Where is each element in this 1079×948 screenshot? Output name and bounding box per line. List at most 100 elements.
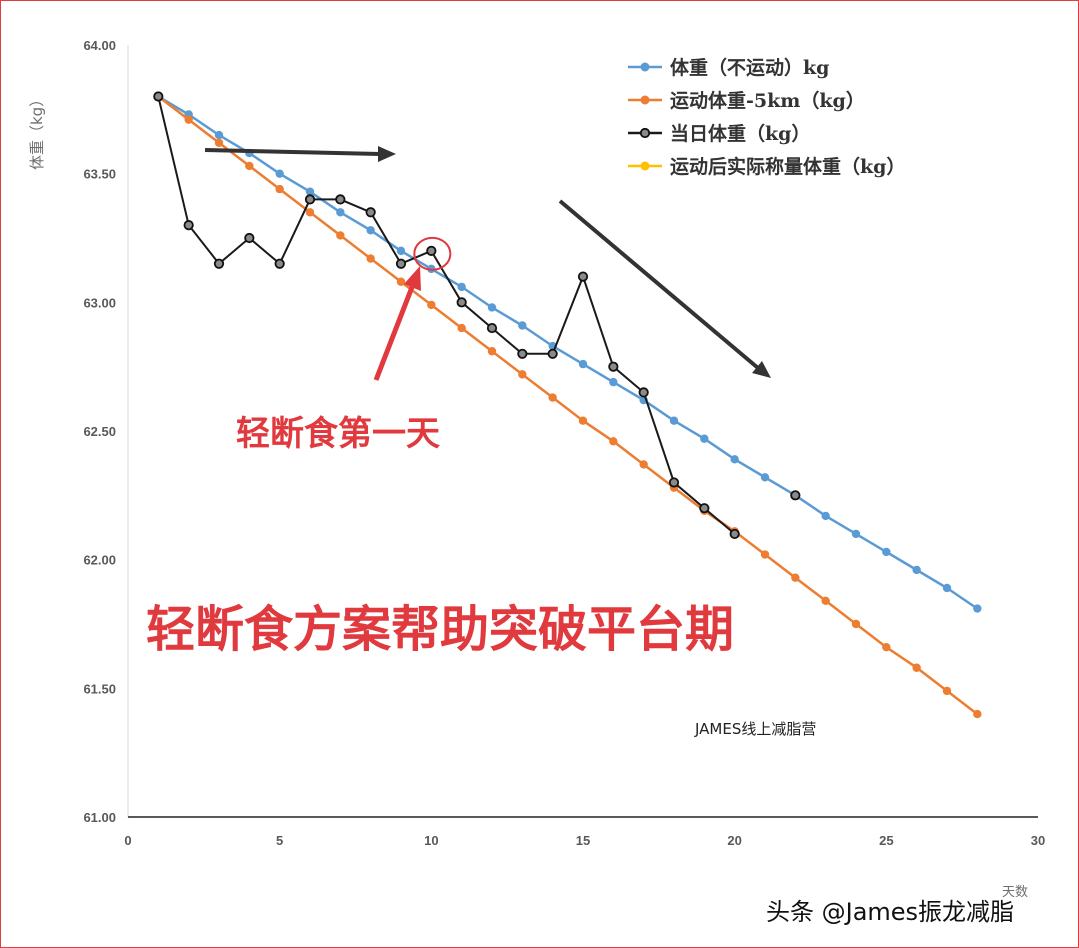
x-tick-label: 25 [879,833,893,848]
first-day-pointer-arrow-head [404,266,421,291]
legend-marker [640,62,650,72]
data-point [183,220,194,231]
data-point [487,347,497,356]
data-point [214,138,224,147]
y-tick-label: 63.50 [83,167,116,182]
series-line [157,95,979,716]
data-point [973,709,982,719]
data-point [668,477,680,488]
data-point [547,348,558,359]
y-tick-label: 62.50 [83,424,116,439]
trend-arrow-down-head [752,361,771,378]
author-credit: 头条 @James振龙减脂 [766,898,1014,926]
data-point [577,271,589,282]
data-point [730,455,739,464]
trend-arrow-flat [204,148,381,156]
data-point [821,596,830,606]
series-line [157,96,736,535]
data-point [760,473,770,482]
data-point [153,91,164,102]
y-tick-label: 61.50 [83,681,116,696]
data-point [609,437,618,446]
y-axis-ticks: 61.00 61.50 62.00 62.50 63.00 63.50 64.00 [83,38,116,825]
data-point [335,194,346,205]
data-point [365,207,376,218]
data-point [548,393,557,402]
data-point [608,361,619,372]
x-tick-label: 10 [424,833,438,848]
legend-label: 运动体重-5km（kg） [670,89,865,112]
y-tick-label: 64.00 [83,38,116,53]
series-1 [154,92,982,613]
data-point [213,258,225,269]
y-tick-label: 62.00 [83,553,116,568]
legend: 体重（不运动）kg 运动体重-5km（kg） 当日体重（kg） 运动后实际称量体重（k… [628,56,905,178]
data-point [882,547,891,557]
data-point [578,416,588,425]
data-point [912,565,921,575]
series-2 [154,92,982,719]
y-tick-label: 63.00 [83,295,116,310]
legend-item: 运动后实际称量体重（kg） [628,155,905,178]
legend-item: 运动体重-5km（kg） [628,89,865,112]
data-point [882,642,891,652]
x-axis-ticks: 0 5 10 15 20 25 30 [124,833,1045,848]
data-point [366,254,375,263]
y-tick-label: 61.00 [83,810,116,825]
x-tick-label: 0 [124,833,131,848]
data-point [699,503,710,514]
series-layer [153,91,982,719]
legend-label: 当日体重（kg） [670,122,810,145]
watermark: JAMES线上减脂营 [694,720,816,738]
x-tick-label: 20 [727,833,741,848]
data-point [760,550,770,559]
legend-item: 当日体重（kg） [628,122,810,145]
legend-item: 体重（不运动）kg [628,56,829,79]
series-line [157,95,979,610]
x-tick-label: 5 [276,833,283,848]
data-point [244,232,255,244]
data-point [851,529,861,539]
data-point [274,258,285,269]
data-point [669,416,679,425]
data-point [336,231,345,240]
first-day-highlight-circle [413,236,452,271]
data-point [609,377,618,387]
data-point [517,348,528,359]
data-point [729,528,740,540]
data-point [275,169,284,178]
data-point [336,208,345,217]
data-point [790,490,801,501]
x-tick-label: 30 [1031,833,1045,848]
legend-marker [640,161,650,171]
y-axis-label-part1: 体重（kg） [28,92,46,170]
trend-arrow-flat-head [378,146,396,162]
data-point [700,434,709,443]
data-point [184,115,193,124]
data-point [486,322,498,334]
data-point [426,245,437,256]
data-point [942,686,952,696]
data-point [305,208,315,217]
data-point [639,460,648,469]
data-point [457,323,466,333]
data-point [396,277,406,286]
data-point [638,387,649,398]
data-point [912,663,921,672]
data-point [214,130,224,140]
first-day-label: 轻断食第一天 [236,414,440,454]
data-point [245,161,254,171]
data-point [821,511,830,521]
data-point [942,583,952,593]
data-point [395,258,407,269]
legend-label: 运动后实际称量体重（kg） [670,155,905,178]
headline-annotation: 轻断食方案帮助突破平台期 [146,601,734,658]
data-point [366,226,375,235]
data-point [487,303,497,312]
data-point [305,187,315,196]
data-point [791,573,800,582]
data-point [578,359,588,369]
data-point [427,300,436,310]
data-point [456,297,467,308]
